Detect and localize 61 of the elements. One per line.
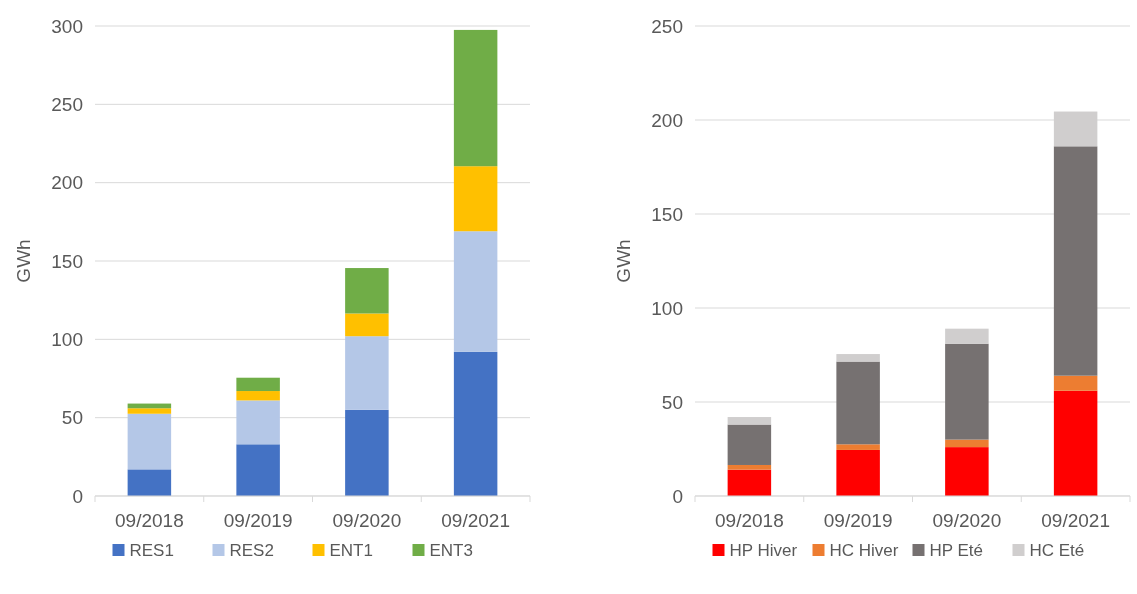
bar [236,391,280,401]
bar [945,447,989,496]
bar [127,469,172,496]
legend-label: ENT3 [429,541,473,560]
bar [453,231,498,352]
y-tick-label: 150 [51,250,83,272]
x-tick-label: 09/2019 [223,510,293,531]
y-axis-title: GWh [613,239,634,283]
legend-label: HC Hiver [829,541,899,560]
bar [727,424,772,465]
bar [127,413,172,470]
bar [127,408,172,414]
bar [453,166,498,232]
bar [945,439,989,448]
y-tick-label: 0 [672,485,683,507]
bar [1053,390,1098,496]
bar [727,464,772,470]
bar [727,469,772,496]
legend-label: RES1 [129,541,174,560]
y-tick-label: 100 [51,328,83,350]
bar [836,449,880,496]
bar [453,351,498,496]
y-tick-label: 50 [661,391,683,413]
bar [345,313,389,337]
bar [453,29,498,167]
bar [836,444,880,450]
bar [836,354,880,362]
y-tick-label: 200 [51,172,83,194]
bar [727,417,772,425]
x-tick-label: 09/2021 [441,510,510,531]
y-axis-title: GWh [13,239,34,283]
bar [345,268,389,314]
y-tick-label: 150 [651,203,683,225]
x-tick-label: 09/2019 [823,510,893,531]
bar [345,336,389,410]
y-tick-label: 300 [51,15,83,37]
bar [1053,375,1098,391]
x-tick-label: 09/2020 [332,510,402,531]
bar [345,409,389,496]
bar [236,377,280,392]
x-tick-label: 09/2020 [932,510,1002,531]
legend-label: RES2 [229,541,274,560]
legend-label: ENT1 [329,541,373,560]
y-tick-label: 50 [61,407,83,429]
bar [236,400,280,445]
bar [945,328,989,344]
y-tick-label: 250 [651,15,683,37]
legend-label: HC Eté [1029,541,1085,560]
y-tick-label: 0 [72,485,83,507]
x-tick-label: 09/2021 [1041,510,1110,531]
x-tick-label: 09/2018 [715,510,784,531]
bar [1053,146,1098,376]
legend-label: HP Hiver [729,541,798,560]
bar [236,444,280,496]
bar [945,343,989,440]
bar [836,361,880,445]
y-tick-label: 100 [651,297,683,319]
legend-label: HP Eté [929,541,984,560]
y-tick-label: 250 [51,93,83,115]
x-tick-label: 09/2018 [115,510,184,531]
y-tick-label: 200 [651,109,683,131]
